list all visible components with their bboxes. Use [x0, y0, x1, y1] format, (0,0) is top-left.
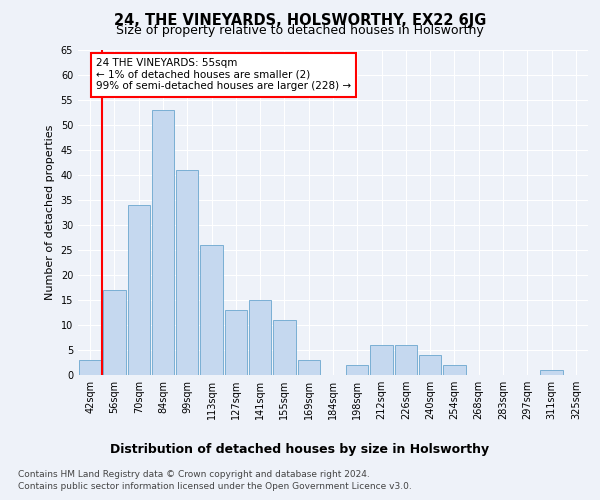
Bar [395, 345, 417, 375]
Text: 24, THE VINEYARDS, HOLSWORTHY, EX22 6JG: 24, THE VINEYARDS, HOLSWORTHY, EX22 6JG [114, 12, 486, 28]
Bar [298, 360, 320, 375]
Bar [370, 345, 393, 375]
Bar [541, 370, 563, 375]
Bar [128, 205, 150, 375]
Bar [224, 310, 247, 375]
Bar [200, 245, 223, 375]
Bar [273, 320, 296, 375]
Text: Contains public sector information licensed under the Open Government Licence v3: Contains public sector information licen… [18, 482, 412, 491]
Bar [346, 365, 368, 375]
Text: Contains HM Land Registry data © Crown copyright and database right 2024.: Contains HM Land Registry data © Crown c… [18, 470, 370, 479]
Bar [249, 300, 271, 375]
Bar [79, 360, 101, 375]
Text: Distribution of detached houses by size in Holsworthy: Distribution of detached houses by size … [110, 442, 490, 456]
Bar [419, 355, 442, 375]
Bar [152, 110, 174, 375]
Text: Size of property relative to detached houses in Holsworthy: Size of property relative to detached ho… [116, 24, 484, 37]
Y-axis label: Number of detached properties: Number of detached properties [45, 125, 55, 300]
Bar [443, 365, 466, 375]
Text: 24 THE VINEYARDS: 55sqm
← 1% of detached houses are smaller (2)
99% of semi-deta: 24 THE VINEYARDS: 55sqm ← 1% of detached… [96, 58, 351, 92]
Bar [176, 170, 199, 375]
Bar [103, 290, 125, 375]
